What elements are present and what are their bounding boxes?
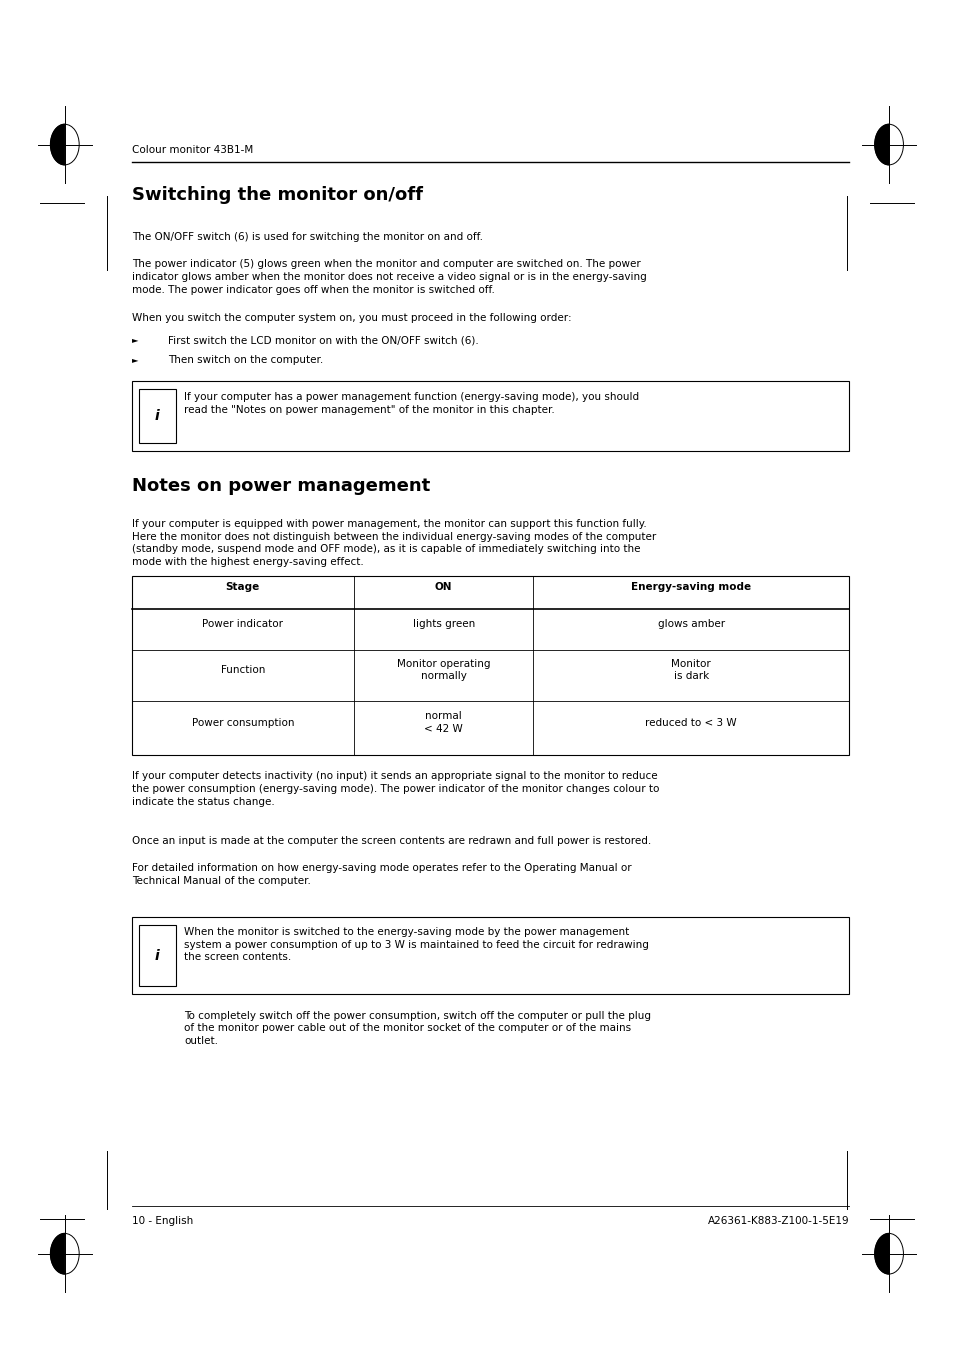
Text: For detailed information on how energy-saving mode operates refer to the Operati: For detailed information on how energy-s… bbox=[132, 863, 631, 886]
Circle shape bbox=[874, 124, 902, 165]
Circle shape bbox=[51, 124, 79, 165]
Text: If your computer is equipped with power management, the monitor can support this: If your computer is equipped with power … bbox=[132, 519, 656, 567]
Text: Switching the monitor on/off: Switching the monitor on/off bbox=[132, 186, 422, 204]
Text: Power consumption: Power consumption bbox=[192, 717, 294, 728]
Text: ON: ON bbox=[435, 582, 452, 592]
Text: Power indicator: Power indicator bbox=[202, 619, 283, 630]
Polygon shape bbox=[874, 124, 888, 165]
Bar bbox=[132, 381, 848, 451]
Text: If your computer detects inactivity (no input) it sends an appropriate signal to: If your computer detects inactivity (no … bbox=[132, 771, 659, 807]
Text: reduced to < 3 W: reduced to < 3 W bbox=[645, 717, 737, 728]
Polygon shape bbox=[874, 1233, 888, 1274]
Text: The ON/OFF switch (6) is used for switching the monitor on and off.: The ON/OFF switch (6) is used for switch… bbox=[132, 232, 482, 242]
Text: glows amber: glows amber bbox=[657, 619, 724, 630]
Text: Then switch on the computer.: Then switch on the computer. bbox=[168, 355, 323, 365]
Polygon shape bbox=[51, 1233, 65, 1274]
Text: The power indicator (5) glows green when the monitor and computer are switched o: The power indicator (5) glows green when… bbox=[132, 259, 646, 295]
Text: To completely switch off the power consumption, switch off the computer or pull : To completely switch off the power consu… bbox=[184, 1011, 651, 1046]
Text: When you switch the computer system on, you must proceed in the following order:: When you switch the computer system on, … bbox=[132, 313, 571, 323]
Bar bbox=[132, 576, 848, 755]
Text: ►: ► bbox=[132, 335, 138, 345]
Circle shape bbox=[51, 1233, 79, 1274]
Text: Monitor operating
normally: Monitor operating normally bbox=[396, 659, 490, 681]
Bar bbox=[132, 917, 848, 994]
Text: Stage: Stage bbox=[226, 582, 260, 592]
Text: 10 - English: 10 - English bbox=[132, 1216, 193, 1225]
Text: Energy-saving mode: Energy-saving mode bbox=[631, 582, 751, 592]
Text: If your computer has a power management function (energy-saving mode), you shoul: If your computer has a power management … bbox=[184, 392, 639, 415]
Bar bbox=[139, 389, 175, 443]
Polygon shape bbox=[51, 124, 65, 165]
Text: i: i bbox=[155, 409, 159, 423]
Text: Once an input is made at the computer the screen contents are redrawn and full p: Once an input is made at the computer th… bbox=[132, 836, 650, 846]
Text: Notes on power management: Notes on power management bbox=[132, 477, 430, 494]
Text: ►: ► bbox=[132, 355, 138, 365]
Text: First switch the LCD monitor on with the ON/OFF switch (6).: First switch the LCD monitor on with the… bbox=[168, 335, 478, 345]
Text: Monitor
is dark: Monitor is dark bbox=[671, 659, 710, 681]
Bar bbox=[139, 925, 175, 986]
Circle shape bbox=[874, 1233, 902, 1274]
Text: A26361-K883-Z100-1-5E19: A26361-K883-Z100-1-5E19 bbox=[707, 1216, 848, 1225]
Text: normal
< 42 W: normal < 42 W bbox=[424, 712, 462, 734]
Text: i: i bbox=[155, 948, 159, 963]
Text: lights green: lights green bbox=[412, 619, 475, 630]
Text: Function: Function bbox=[220, 665, 265, 676]
Text: When the monitor is switched to the energy-saving mode by the power management
s: When the monitor is switched to the ener… bbox=[184, 927, 648, 962]
Text: Colour monitor 43B1-M: Colour monitor 43B1-M bbox=[132, 145, 253, 154]
